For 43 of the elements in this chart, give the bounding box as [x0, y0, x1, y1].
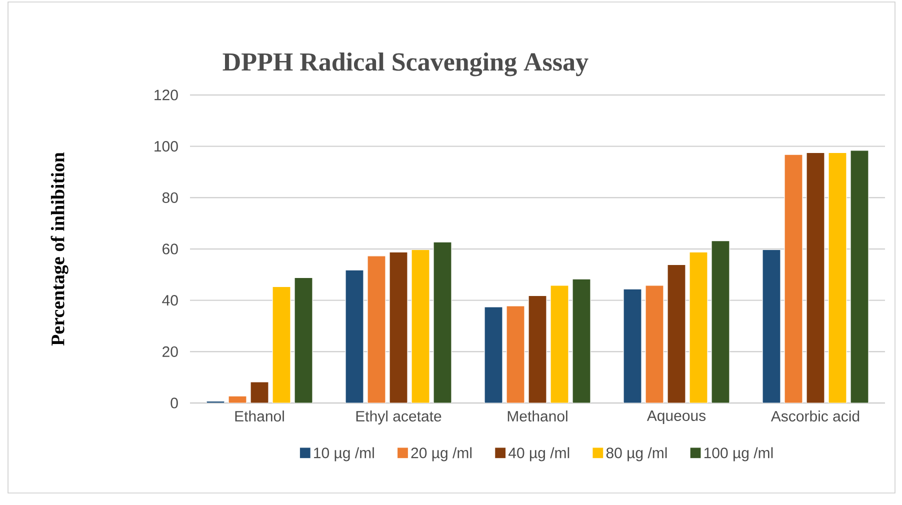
bar	[689, 252, 708, 403]
bar	[667, 264, 686, 403]
y-tick-label: 120	[154, 90, 178, 100]
bar	[528, 295, 547, 403]
bar	[272, 286, 291, 403]
bar	[645, 285, 664, 403]
bar	[623, 288, 642, 403]
legend-label: 10 µg /ml	[314, 447, 374, 462]
bar	[506, 306, 525, 403]
bar	[711, 240, 730, 403]
y-tick-label: 60	[162, 244, 178, 254]
y-tick-label: 40	[162, 295, 178, 306]
chart-title: DPPH Radical Scavenging Assay	[222, 52, 588, 76]
bar	[250, 382, 269, 403]
bar	[850, 150, 869, 403]
x-tick-label: Aqueous	[646, 410, 706, 424]
x-tick-label: Ascorbic acid	[770, 410, 860, 422]
bar	[550, 285, 569, 403]
bar	[433, 242, 452, 403]
legend-label: 80 µg /ml	[606, 447, 667, 462]
legend-label: 20 µg /ml	[411, 447, 472, 462]
x-tick-label: Ethanol	[235, 410, 284, 422]
bar	[572, 278, 591, 403]
bar	[367, 256, 386, 403]
bar	[484, 306, 503, 403]
bar	[828, 152, 847, 403]
bar	[762, 249, 781, 403]
legend-label: 40 µg /ml	[508, 447, 570, 462]
bar	[345, 270, 364, 403]
bar	[389, 252, 408, 403]
bar	[294, 277, 313, 403]
y-tick-label: 20	[162, 346, 178, 357]
y-axis-title: Percentage of inhibition	[50, 152, 68, 346]
bar	[228, 396, 247, 403]
x-tick-label: Ethyl acetate	[356, 410, 442, 424]
bar	[784, 154, 803, 403]
y-tick-label: 80	[162, 192, 178, 203]
legend-label: 100 µg /ml	[704, 447, 773, 462]
y-tick-label: 0	[170, 398, 178, 408]
bar	[411, 249, 430, 403]
x-tick-label: Methanol	[508, 410, 568, 422]
bar	[806, 152, 825, 403]
y-tick-label: 100	[154, 141, 178, 152]
